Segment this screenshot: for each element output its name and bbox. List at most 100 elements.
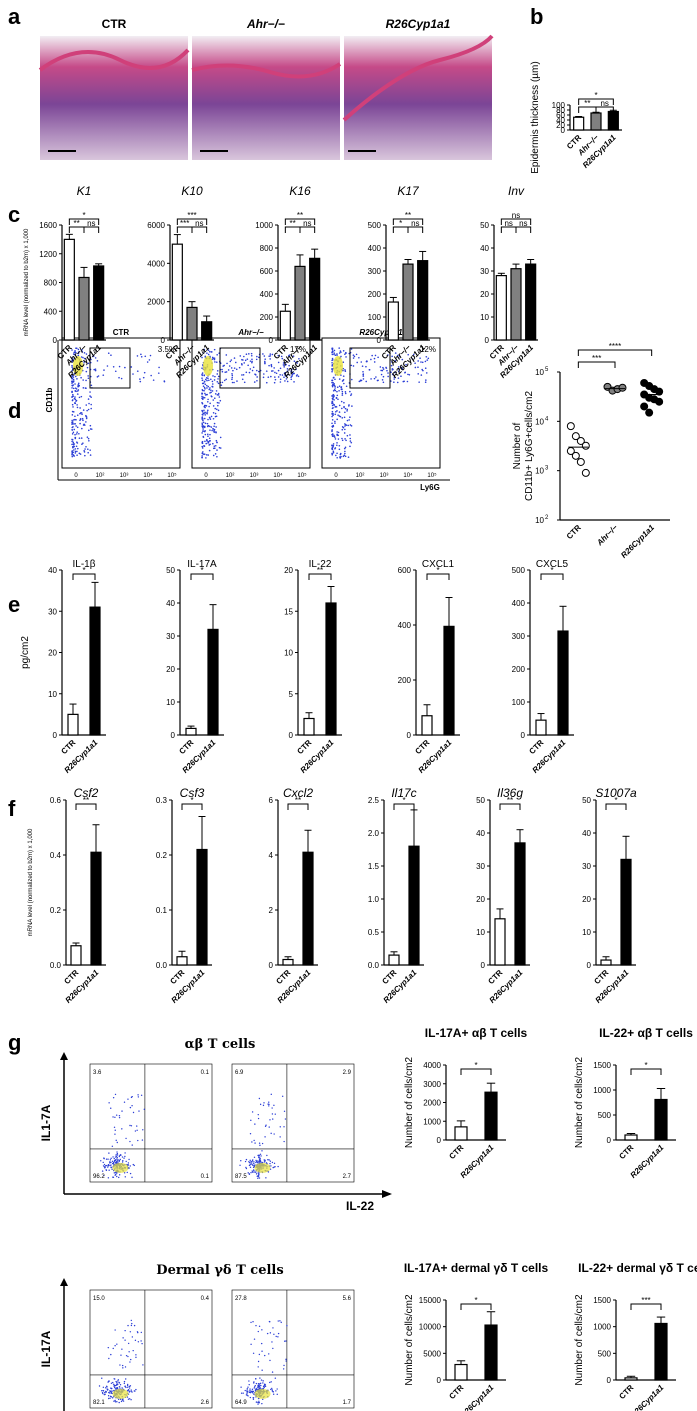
flow-event <box>109 1161 111 1163</box>
bar-R26Cyp1a1 <box>525 263 537 341</box>
flow-event <box>77 383 80 386</box>
flow-event <box>74 452 77 454</box>
flow-event <box>105 1164 107 1167</box>
flow-title: Ahr−/− <box>237 328 264 337</box>
flow-event <box>342 375 345 377</box>
flow-event <box>87 448 89 450</box>
flow-event <box>350 441 353 444</box>
flow-event <box>249 1166 252 1169</box>
flow-event <box>337 438 340 440</box>
flow-event <box>382 368 385 370</box>
flow-event <box>285 1358 287 1361</box>
flow-event <box>231 372 233 375</box>
flow-event <box>74 396 76 398</box>
flow-event <box>269 1332 272 1334</box>
data-point <box>571 432 580 441</box>
flow-event <box>82 409 85 411</box>
category-label: CTR <box>177 738 195 756</box>
y-tick-label: 10 <box>166 698 175 707</box>
flow-event <box>142 1364 144 1366</box>
sig-label: ** <box>83 796 89 805</box>
y-tick-label: 200 <box>260 313 274 322</box>
flow-event <box>397 370 400 373</box>
y-tick-label: 0.0 <box>50 961 62 970</box>
flow-event <box>117 1380 119 1382</box>
flow-event <box>246 1388 248 1390</box>
gate-percent: 12% <box>420 345 436 354</box>
flow-event <box>201 367 203 369</box>
y-tick-label: 600 <box>260 267 274 276</box>
flow-event <box>201 442 204 445</box>
flow-event <box>391 369 394 371</box>
bar-R26Cyp1a1 <box>302 851 314 966</box>
flow-event <box>76 454 78 456</box>
flow-event <box>271 1113 274 1115</box>
flow-event <box>210 395 213 397</box>
bar-R26Cyp1a1 <box>417 260 429 341</box>
flow-event <box>344 423 346 425</box>
y-tick-label: 30 <box>476 862 485 871</box>
flow-event <box>279 373 281 376</box>
flow-event <box>331 430 333 433</box>
flow-event <box>252 1390 255 1393</box>
flow-event <box>203 426 206 429</box>
y-tick-label: 0 <box>437 1136 442 1145</box>
flow-event <box>74 375 77 378</box>
flow-event <box>76 406 79 409</box>
flow-event <box>281 374 284 376</box>
flow-event <box>128 1385 131 1388</box>
flow-event <box>142 1129 144 1131</box>
flow-event <box>74 433 76 436</box>
flow-event <box>243 381 246 384</box>
flow-event <box>148 359 151 361</box>
y-tick-label: 0.0 <box>156 961 168 970</box>
flow-event <box>136 1129 138 1131</box>
flow-event <box>341 417 344 419</box>
flow-event <box>283 1110 286 1113</box>
flow-event <box>116 1387 118 1390</box>
flow-event <box>83 449 85 452</box>
bar-CTR <box>67 713 79 736</box>
flow-event <box>208 449 211 452</box>
flow-event <box>135 1356 137 1359</box>
flow-event <box>120 377 123 380</box>
flow-event <box>244 1389 246 1392</box>
flow-event <box>72 431 75 434</box>
flow-event <box>344 391 347 393</box>
flow-tick: 10⁵ <box>167 472 177 479</box>
flow-event <box>241 378 244 381</box>
flow-event <box>424 381 427 384</box>
flow-event <box>283 366 285 368</box>
flow-event <box>216 401 219 404</box>
flow-event <box>77 382 80 385</box>
flow-event <box>71 446 74 448</box>
flow-event <box>260 1155 262 1157</box>
flow-event <box>72 443 75 445</box>
flow-event <box>349 390 351 393</box>
flow-event <box>90 428 93 430</box>
flow-event <box>296 374 299 376</box>
flow-event <box>274 376 276 378</box>
flow-event <box>115 1155 118 1158</box>
flow-event <box>158 366 160 369</box>
flow-event <box>344 392 347 395</box>
flow-event <box>90 396 92 398</box>
flow-event <box>339 452 342 455</box>
flow-event <box>115 1387 117 1390</box>
flow-event <box>338 378 341 380</box>
y-tick-label: 300 <box>368 267 382 276</box>
panel-label-f: f <box>8 796 16 821</box>
flow-event <box>259 1144 261 1147</box>
flow-event <box>338 404 341 407</box>
flow-event <box>216 380 219 383</box>
flow-event <box>387 372 389 374</box>
category-label: R26Cyp1a1 <box>459 1383 496 1411</box>
flow-event <box>210 415 213 418</box>
flow-tick: 10⁵ <box>297 472 307 479</box>
y-tick-label: 40 <box>480 244 489 253</box>
flow-event <box>251 360 253 363</box>
